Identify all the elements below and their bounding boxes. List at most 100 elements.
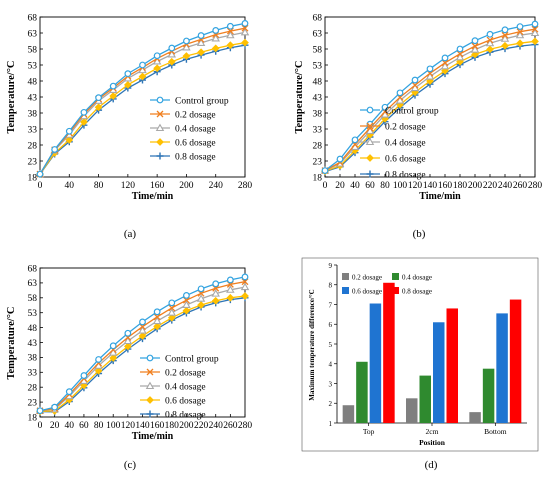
data-point	[167, 313, 176, 322]
x-tick-label: 220	[194, 421, 209, 431]
x-tick-label: 80	[380, 181, 390, 191]
y-tick-label: 28	[28, 384, 38, 394]
category-label: 2cm	[426, 427, 439, 436]
x-tick-label: 200	[468, 181, 483, 191]
legend-label: 0.6 dosage	[352, 288, 382, 296]
data-point	[139, 318, 146, 326]
legend-label: 0.4 dosage	[175, 124, 216, 134]
legend-label: 0.4 dosage	[165, 382, 206, 392]
x-tick-label: 20	[50, 421, 60, 431]
category-label: Top	[363, 427, 375, 436]
data-point	[138, 72, 147, 81]
legend-label: 0.8 dosage	[175, 152, 216, 162]
data-point	[182, 296, 190, 304]
legend-label: 0.2 dosage	[165, 368, 206, 378]
y-tick-label: 33	[313, 125, 323, 135]
data-point	[123, 80, 132, 89]
legend-marker	[146, 410, 154, 418]
data-point	[95, 356, 102, 363]
x-tick-label: 200	[179, 421, 194, 431]
x-tick-label: 240	[209, 421, 224, 431]
data-point	[211, 296, 220, 305]
legend-swatch	[392, 273, 399, 280]
data-point	[95, 94, 102, 102]
line-chart-panel-2: 18 23 28 33 38 43 48 53 58 63 68 0 20 40 60 80 100 120 140…	[6, 264, 252, 442]
data-point	[168, 44, 176, 52]
legend-label: 0.8 dosage	[402, 288, 432, 296]
data-point	[65, 388, 73, 396]
legend-marker	[146, 354, 154, 362]
data-point	[212, 280, 220, 288]
y-tick-label: 38	[28, 109, 38, 119]
data-point	[241, 38, 249, 47]
bar	[383, 282, 395, 423]
panel-d-frame	[301, 257, 539, 452]
data-point	[226, 285, 235, 293]
data-point	[455, 52, 465, 61]
line-chart-panel-0: 18 23 28 33 38 43 48 53 58 63 68 0 40 80 120 160 200 240 2…	[6, 13, 252, 202]
y-tick-label: 1	[329, 420, 333, 428]
y-tick-label: 53	[28, 309, 38, 319]
data-point	[182, 300, 191, 309]
x-tick-label: 200	[179, 181, 194, 191]
x-tick-label: 280	[238, 421, 253, 431]
panel-label: (c)	[124, 459, 137, 471]
legend-label: 0.4 dosage	[385, 138, 426, 148]
y-tick-label: 5	[329, 341, 333, 349]
data-point	[241, 20, 249, 27]
data-point	[51, 403, 59, 411]
data-point	[80, 108, 88, 116]
x-tick-label: 40	[350, 181, 360, 191]
bar	[406, 398, 418, 423]
legend-label: 0.2 dosage	[385, 122, 426, 132]
x-tick-label: 120	[121, 181, 136, 191]
y-tick-label: 43	[28, 93, 38, 103]
data-point	[456, 45, 464, 53]
y-tick-label: 63	[28, 279, 38, 289]
data-point	[153, 322, 162, 331]
data-point	[411, 81, 419, 89]
legend-marker	[365, 137, 375, 146]
data-point	[167, 50, 177, 58]
y-tick-label: 38	[28, 354, 38, 364]
data-point	[168, 299, 176, 307]
x-tick-label: 260	[513, 181, 528, 191]
data-point	[182, 306, 191, 315]
legend-swatch	[392, 287, 399, 294]
data-point	[153, 313, 161, 321]
data-point	[211, 34, 220, 42]
x-axis-label: Position	[419, 438, 446, 447]
data-point	[351, 136, 359, 144]
x-tick-label: 160	[150, 181, 165, 191]
bar	[342, 405, 355, 423]
data-point	[516, 39, 524, 48]
data-point	[396, 89, 404, 97]
bar	[509, 299, 522, 423]
panel-label: (a)	[124, 228, 137, 240]
data-point	[395, 96, 405, 104]
data-point	[138, 332, 147, 340]
data-point	[182, 52, 191, 60]
data-point	[531, 37, 539, 46]
data-point	[240, 27, 250, 36]
legend-marker	[366, 154, 374, 162]
data-point	[183, 292, 190, 299]
data-point	[456, 50, 464, 58]
y-tick-label: 63	[313, 29, 323, 39]
y-tick-label: 53	[313, 61, 323, 71]
data-point	[152, 316, 162, 325]
y-tick-label: 7	[329, 301, 333, 309]
data-point	[153, 308, 161, 316]
data-point	[196, 294, 206, 302]
data-point	[65, 127, 73, 135]
data-point	[167, 57, 176, 66]
data-point	[51, 146, 59, 153]
bar-chart-panel: 1 2 3 4 5 6 7 8 9 Top 2cm Bottom Position Maximum tem…	[308, 262, 527, 447]
y-tick-label: 38	[313, 109, 323, 119]
y-axis-label: Maximum temperature difference/°C	[308, 289, 316, 400]
data-point	[65, 136, 74, 144]
legend-label: 0.4 dosage	[402, 274, 432, 282]
y-axis-label: Temperature/°C	[6, 306, 17, 379]
y-tick-label: 23	[313, 157, 323, 167]
category-label: Bottom	[484, 427, 507, 436]
